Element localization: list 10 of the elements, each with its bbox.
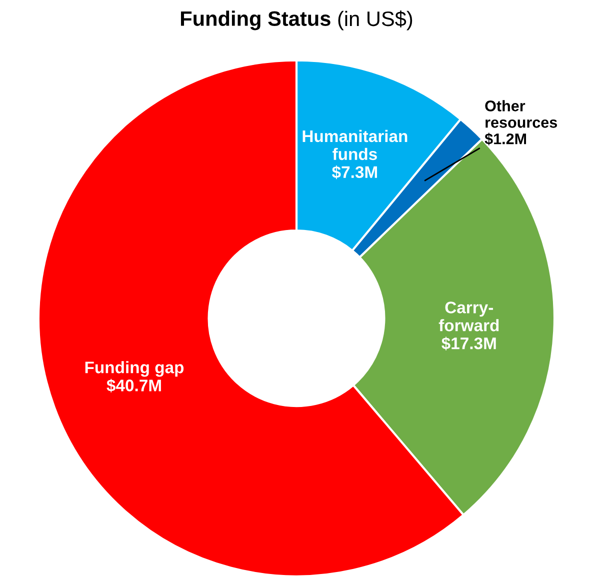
chart-subtitle: (in US$) xyxy=(338,10,412,30)
slice-label: Humanitarian funds xyxy=(302,130,408,160)
chart-title: Funding Status xyxy=(180,10,330,30)
slice-label: Carry- forward xyxy=(438,302,499,332)
slice-label: Other resources xyxy=(485,100,557,128)
data-label: $1.2M xyxy=(484,132,526,146)
data-label: $17.3M xyxy=(442,336,496,350)
data-label: $40.7M xyxy=(106,378,161,392)
slice-label: Funding gap xyxy=(85,361,184,377)
data-label: $7.3M xyxy=(332,166,377,180)
